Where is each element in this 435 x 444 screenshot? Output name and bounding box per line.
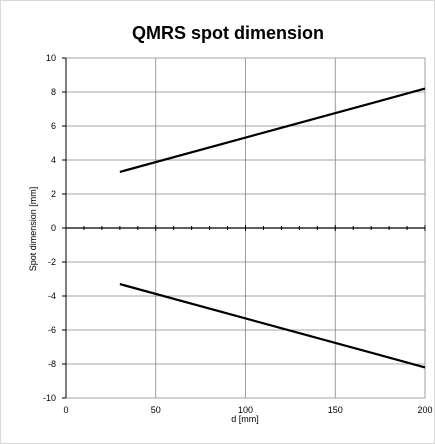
x-tick-label: 100 <box>238 405 253 415</box>
axes <box>62 57 426 399</box>
series-line-2 <box>119 283 426 369</box>
y-tick-label: 8 <box>51 87 56 97</box>
y-tick-label: -4 <box>48 291 56 301</box>
y-tick-label: 4 <box>51 155 56 165</box>
y-tick-label: 0 <box>51 223 56 233</box>
series-line-1 <box>119 87 426 173</box>
y-tick-label: 6 <box>51 121 56 131</box>
y-tick-label: 10 <box>46 53 56 63</box>
x-axis-label: d [mm] <box>231 414 259 424</box>
x-tick-label: 0 <box>63 405 68 415</box>
y-tick-label: -8 <box>48 359 56 369</box>
chart-title: QMRS spot dimension <box>132 23 324 43</box>
x-tick-label: 50 <box>151 405 161 415</box>
series-lines <box>119 87 426 369</box>
y-tick-label: -6 <box>48 325 56 335</box>
x-tick-label: 150 <box>328 405 343 415</box>
x-tick-label: 200 <box>417 405 432 415</box>
y-tick-label: -10 <box>43 393 56 403</box>
y-tick-label: -2 <box>48 257 56 267</box>
gridlines <box>66 57 426 399</box>
y-axis-label: Spot dimension [mm] <box>28 187 38 272</box>
y-tick-label: 2 <box>51 189 56 199</box>
